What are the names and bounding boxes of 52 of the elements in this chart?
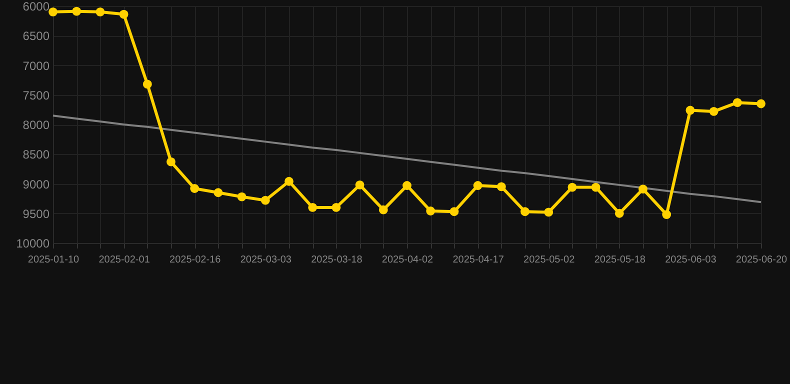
point	[614, 208, 624, 218]
y-tick-label: 7000	[22, 58, 50, 73]
point	[237, 192, 246, 202]
x-tick-label: 2025-02-16	[170, 254, 222, 266]
point	[756, 99, 766, 108]
y-tick-label: 8000	[22, 118, 50, 132]
point	[402, 181, 412, 190]
point	[520, 207, 530, 216]
x-tick-label: 2025-04-02	[382, 254, 434, 266]
point	[260, 196, 270, 205]
y-tick-label: 10000	[16, 236, 50, 250]
point	[378, 205, 388, 214]
point	[355, 180, 364, 190]
point	[544, 208, 554, 217]
point	[426, 206, 436, 216]
point	[96, 7, 105, 16]
point	[119, 10, 128, 19]
point	[332, 202, 341, 212]
point	[568, 182, 577, 192]
x-tick-label: 2025-06-20	[736, 254, 788, 266]
point	[48, 7, 58, 16]
x-tick-label: 2025-02-01	[98, 254, 150, 266]
x-tick-label: 2025-03-18	[311, 254, 363, 266]
point	[473, 181, 482, 190]
point	[662, 210, 672, 220]
x-tick-label: 2025-06-03	[665, 254, 717, 266]
point	[308, 202, 318, 212]
y-tick-label: 6000	[22, 0, 50, 14]
point	[732, 98, 742, 108]
point	[166, 157, 176, 166]
point	[142, 80, 152, 89]
point	[686, 106, 695, 115]
line-series	[52, 114, 762, 204]
point	[709, 107, 718, 116]
y-tick-label: 7500	[22, 88, 50, 102]
x-tick-label: 2025-05-18	[594, 254, 646, 266]
y-tick-label: 8500	[22, 148, 50, 162]
x-tick-label: 2025-01-10	[28, 254, 80, 266]
point	[638, 184, 648, 194]
point	[190, 184, 200, 193]
y-tick-label: 9000	[22, 177, 50, 192]
point	[496, 182, 506, 192]
point	[214, 188, 223, 198]
x-tick-label: 2025-05-02	[524, 254, 576, 266]
point	[284, 176, 294, 186]
y-tick-label: 6500	[22, 29, 50, 44]
x-tick-label: 2025-03-03	[240, 254, 292, 266]
y-tick-label: 9500	[22, 206, 50, 221]
x-tick-label: 2025-04-17	[452, 254, 504, 266]
point	[72, 6, 82, 16]
point	[450, 207, 459, 216]
point	[591, 182, 600, 192]
